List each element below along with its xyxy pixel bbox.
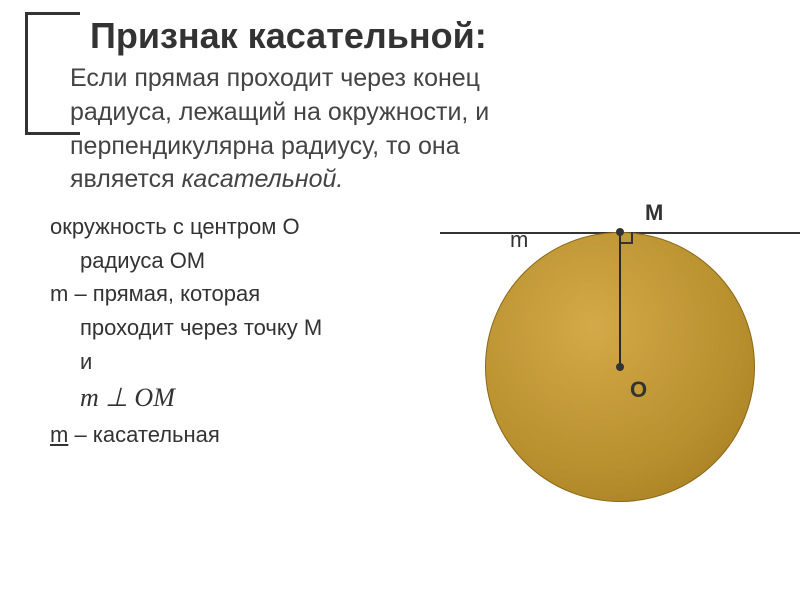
slide-title: Признак касательной: xyxy=(90,15,760,57)
subtitle-l4b: касательной. xyxy=(182,165,344,193)
slide-subtitle: Если прямая проходит через конец радиуса… xyxy=(70,62,760,197)
body-l4: проходит через точку М xyxy=(80,313,430,343)
result-prefix: m xyxy=(50,422,68,447)
subtitle-l1: Если прямая проходит через конец xyxy=(70,64,480,92)
text-column: окружность с центром О радиуса ОМ m – пр… xyxy=(50,212,430,453)
body-l3: m – прямая, которая xyxy=(50,279,430,309)
slide: Признак касательной: Если прямая проходи… xyxy=(0,0,800,600)
point-m-dot xyxy=(616,228,624,236)
tangent-diagram: М m О xyxy=(450,192,790,532)
subtitle-l3: перпендикулярна радиусу, то она xyxy=(70,132,460,160)
body-result: m – касательная xyxy=(50,420,430,450)
label-m: m xyxy=(510,227,528,253)
radius-line xyxy=(619,232,621,367)
body-l1: окружность с центром О xyxy=(50,212,430,242)
label-M: М xyxy=(645,200,663,226)
content-area: окружность с центром О радиуса ОМ m – пр… xyxy=(50,212,760,453)
body-l5: и xyxy=(80,347,430,377)
body-l2: радиуса ОМ xyxy=(80,246,430,276)
result-rest: – касательная xyxy=(68,422,220,447)
point-o-dot xyxy=(616,363,624,371)
diagram-column: М m О xyxy=(430,212,760,453)
corner-bracket-bottom xyxy=(25,132,80,135)
body-formula: m ⊥ OM xyxy=(80,380,430,415)
subtitle-l4a: является xyxy=(70,165,182,193)
corner-bracket xyxy=(25,12,85,132)
subtitle-l2: радиуса, лежащий на окружности, и xyxy=(70,98,489,126)
label-O: О xyxy=(630,377,647,403)
